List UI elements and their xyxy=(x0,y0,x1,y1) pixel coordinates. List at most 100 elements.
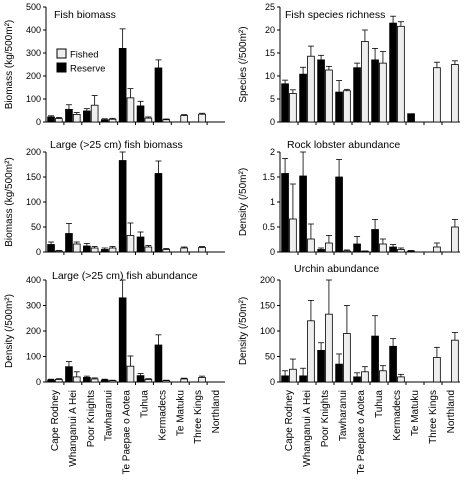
bar-fished xyxy=(433,246,441,253)
bar-reserve xyxy=(353,67,361,123)
bar-fished xyxy=(361,41,369,123)
x-category-label: Whanganui A Hei xyxy=(302,390,313,467)
x-category-label: Poor Knights xyxy=(86,390,97,447)
bar-fished xyxy=(126,97,135,123)
bar-fished xyxy=(433,67,441,123)
bar-fished xyxy=(325,313,333,383)
y-tick-label: 400 xyxy=(26,25,41,35)
x-category-label: Te Paepae o Aotea xyxy=(122,390,133,475)
legend-swatch-reserve xyxy=(56,62,67,73)
bar-fished xyxy=(289,368,297,383)
panel-title: Fish species richness xyxy=(285,9,385,21)
bar-reserve xyxy=(47,379,55,383)
panel-6: 0 50 100 150 200 Urchin abundance Density (/50… xyxy=(238,263,460,387)
panel-title: Urchin abundance xyxy=(294,263,379,275)
bar-fished xyxy=(126,365,135,383)
bar-fished xyxy=(307,55,315,123)
y-tick-label: 0 xyxy=(270,247,275,257)
bar-fished xyxy=(451,226,459,253)
bar-reserve xyxy=(136,105,145,123)
x-category-label: Whanganui A Hei xyxy=(68,390,79,467)
bar-fished xyxy=(397,376,405,383)
y-axis-label: Species (/500m²) xyxy=(238,26,249,102)
y-tick-label: 0 xyxy=(36,377,41,387)
bar-fished xyxy=(90,104,99,123)
y-tick-label: 0 xyxy=(36,117,41,127)
x-category-label: Three Kings xyxy=(428,390,439,444)
legend-swatch-fished xyxy=(56,48,67,59)
bar-fished xyxy=(144,117,153,123)
panel-title: Large (>25 cm) fish biomass xyxy=(50,139,183,151)
bar-reserve xyxy=(281,83,289,123)
bar-reserve xyxy=(83,377,91,383)
x-category-label: Te Paepae o Aotea xyxy=(356,390,367,475)
y-tick-label: 300 xyxy=(26,48,41,58)
bar-fished xyxy=(72,376,81,383)
y-tick-label: 1 xyxy=(270,197,275,207)
bar-fished xyxy=(144,246,153,253)
y-tick-label: 200 xyxy=(260,275,275,285)
bar-fished xyxy=(198,113,206,123)
y-tick-label: 20 xyxy=(265,25,275,35)
x-category-label: Northland xyxy=(211,390,222,433)
bar-fished xyxy=(307,238,315,253)
x-category-label: Cape Rodney xyxy=(284,390,295,451)
bar-fished xyxy=(379,243,387,253)
x-category-label: Northland xyxy=(446,390,457,433)
y-tick-label: 1.5 xyxy=(262,172,275,182)
bar-reserve xyxy=(154,344,163,383)
y-axis-label: Biomass (kg/500m²) xyxy=(4,157,15,246)
bar-reserve xyxy=(118,48,127,123)
y-tick-label: 10 xyxy=(265,71,275,81)
bar-reserve xyxy=(154,67,163,123)
x-category-label: Cape Rodney xyxy=(50,390,61,451)
panel-5: 0 100 200 300 400 Large (>25 cm) fish abundan… xyxy=(4,270,225,387)
panel-title: Large (>25 cm) fish abundance xyxy=(52,270,198,282)
bar-reserve xyxy=(118,160,127,253)
x-category-label: Kermadecs xyxy=(392,390,403,441)
y-tick-label: 50 xyxy=(31,222,41,232)
y-tick-label: 15 xyxy=(265,48,275,58)
y-tick-label: 500 xyxy=(26,2,41,12)
bar-fished xyxy=(180,378,188,383)
bar-reserve xyxy=(47,244,55,253)
bar-fished xyxy=(198,247,206,253)
bar-reserve xyxy=(317,59,325,123)
bar-reserve xyxy=(389,345,397,383)
bar-reserve xyxy=(353,243,361,253)
y-tick-label: 0 xyxy=(270,377,275,387)
legend-label-reserve: Reserve xyxy=(70,64,105,75)
bar-reserve xyxy=(335,91,343,123)
bar-fished xyxy=(379,370,387,383)
bar-fished xyxy=(180,115,188,123)
bar-fished xyxy=(108,118,117,123)
bar-reserve xyxy=(100,119,109,123)
bar-reserve xyxy=(407,113,415,123)
bar-fished xyxy=(451,64,459,123)
bar-fished xyxy=(55,379,63,383)
bar-reserve xyxy=(136,236,145,253)
legend-label-fished: Fished xyxy=(70,50,99,61)
bar-fished xyxy=(325,69,333,123)
y-tick-label: 0 xyxy=(36,247,41,257)
bar-fished xyxy=(55,118,63,123)
bar-fished xyxy=(433,357,441,383)
y-tick-label: 0.5 xyxy=(262,222,275,232)
x-category-labels-left: Cape Rodney Whanganui A Hei Poor Knights Ta… xyxy=(50,390,222,475)
bar-reserve xyxy=(353,376,361,383)
bar-fished xyxy=(126,235,135,253)
y-tick-label: 200 xyxy=(26,71,41,81)
x-category-label: Te Matuku xyxy=(410,390,421,436)
x-category-label: Poor Knights xyxy=(320,390,331,447)
bar-reserve xyxy=(100,379,109,383)
bar-reserve xyxy=(65,366,73,383)
y-tick-label: 2 xyxy=(270,147,275,157)
y-axis-label: Density (/50m²) xyxy=(238,168,249,236)
panel-1: 0 100 200 300 400 500 Fish biomass Biomass (kg/… xyxy=(4,2,225,127)
y-tick-label: 100 xyxy=(26,94,41,104)
bar-reserve xyxy=(299,375,307,383)
bar-reserve xyxy=(371,229,379,253)
bar-fished xyxy=(379,62,387,123)
bar-fished xyxy=(307,320,315,383)
bar-reserve xyxy=(317,249,325,253)
